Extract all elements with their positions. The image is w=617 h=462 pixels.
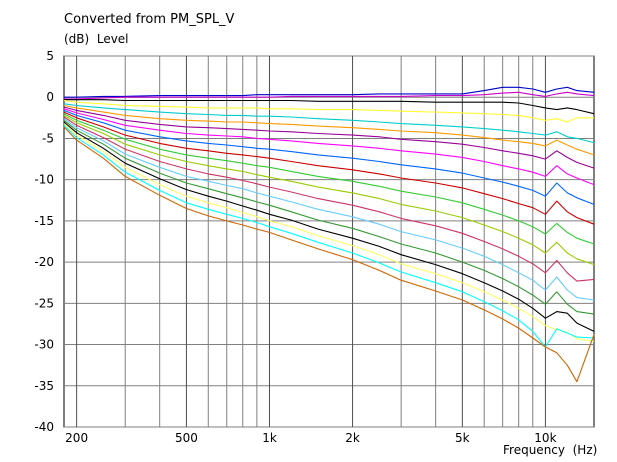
series-line-2 — [64, 99, 595, 115]
series-line-16 — [63, 123, 595, 342]
x-tick-label-1: 500 — [175, 431, 198, 445]
y-tick-label-0: 5 — [46, 49, 54, 63]
series-line-17 — [63, 124, 595, 348]
series-line-1 — [64, 91, 595, 100]
series-line-6 — [63, 106, 595, 169]
y-tick-label-5: -20 — [34, 255, 54, 269]
series-line-4 — [63, 103, 595, 144]
y-tick-label-2: -5 — [42, 131, 54, 145]
x-tick-label-4: 5k — [455, 431, 470, 445]
y-tick-label-6: -25 — [34, 296, 54, 310]
series-line-11 — [63, 114, 595, 266]
plot-area — [63, 55, 595, 428]
y-tick-label-8: -35 — [34, 379, 54, 393]
x-tick-label-2: 1k — [262, 431, 277, 445]
series-line-15 — [63, 121, 595, 332]
y-tick-label-7: -30 — [34, 338, 54, 352]
y-tick-label-9: -40 — [34, 420, 54, 434]
series-line-12 — [63, 116, 595, 282]
x-axis-label: Frequency (Hz) — [503, 443, 598, 457]
series-line-0 — [64, 86, 595, 98]
y-axis-ticks: 5 0 -5 -10 -15 -20 -25 -30 -35 -40 — [34, 49, 54, 434]
y-tick-label-3: -10 — [34, 173, 54, 187]
series-line-5 — [63, 104, 595, 156]
series-line-9 — [63, 111, 595, 225]
x-tick-label-3: 2k — [345, 431, 360, 445]
x-axis-ticks: 200 500 1k 2k 5k 10k — [65, 431, 556, 445]
chart-title: Converted from PM_SPL_V — [64, 12, 235, 27]
y-axis-label: (dB) Level — [64, 32, 129, 46]
series-line-8 — [63, 109, 595, 205]
y-tick-label-1: 0 — [46, 90, 54, 104]
series-line-3 — [63, 99, 594, 123]
series-line-13 — [63, 118, 595, 301]
series-line-18 — [63, 126, 595, 383]
x-tick-label-5: 10k — [534, 431, 556, 445]
grid-lines — [64, 55, 594, 428]
series-line-10 — [63, 113, 595, 245]
y-tick-label-4: -15 — [34, 214, 54, 228]
series-layer — [63, 86, 595, 383]
series-line-14 — [63, 119, 595, 315]
x-tick-label-0: 200 — [65, 431, 88, 445]
series-line-7 — [63, 108, 595, 186]
